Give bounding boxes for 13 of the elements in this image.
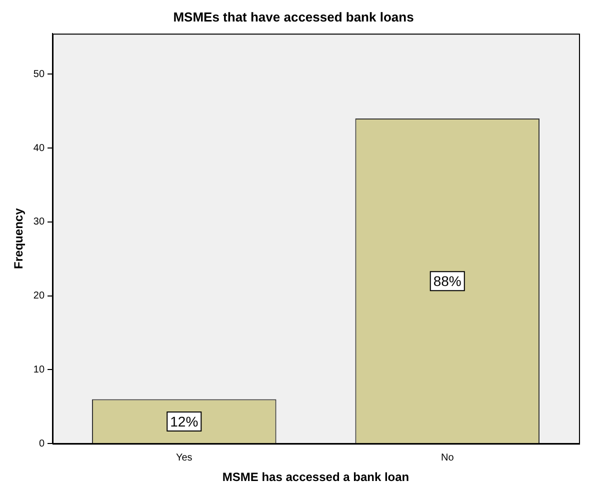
y-tick-label: 30 [33,216,45,228]
x-tick-label: Yes [176,452,192,464]
y-tick-label: 0 [38,438,45,450]
y-tick-label: 50 [33,68,45,80]
annotation: 12% [170,413,198,430]
annotation: 88% [433,272,462,289]
y-axis-title: Frequency [12,208,26,269]
y-tick-label: 40 [33,142,45,154]
y-tick-label: 20 [33,290,45,302]
x-axis-title: MSME has accessed a bank loan [222,470,410,484]
x-tick-label: No [440,452,454,464]
chart-title: MSMEs that have accessed bank loans [173,9,414,24]
y-tick-label: 10 [33,364,45,376]
